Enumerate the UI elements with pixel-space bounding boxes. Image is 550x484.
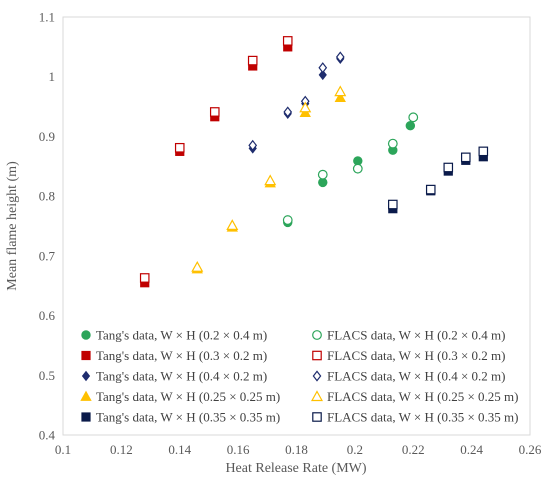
legend-label: Tang's data, W × H (0.2 × 0.4 m) [96,328,267,343]
x-tick-label: 0.22 [402,442,425,457]
legend-label: FLACS data, W × H (0.3 × 0.2 m) [327,348,505,363]
x-tick-label: 0.14 [168,442,191,457]
data-point [388,199,398,210]
y-tick-label: 0.5 [39,368,55,383]
legend-label: Tang's data, W × H (0.3 × 0.2 m) [96,348,267,363]
data-point [318,69,327,81]
data-point [264,174,277,186]
x-tick-label: 0.24 [460,442,483,457]
data-point [318,62,328,74]
data-point [283,106,293,118]
data-point [247,55,258,66]
legend-marker [80,390,92,401]
data-point [425,184,436,195]
legend-marker [312,370,322,382]
data-point [209,107,220,117]
y-tick-label: 0.6 [39,308,56,323]
legend-marker [312,350,322,361]
y-tick-label: 0.8 [39,189,55,204]
data-point [299,101,312,113]
legend-label: Tang's data, W × H (0.4 × 0.2 m) [96,369,267,384]
data-point [334,91,346,103]
y-tick-label: 0.7 [39,248,56,263]
data-point [174,142,185,153]
data-point [334,85,347,97]
data-point [443,162,454,173]
plot-area [62,16,531,436]
y-tick-label: 0.9 [39,129,55,144]
legend-marker [312,412,322,422]
legend-label: Tang's data, W × H (0.35 × 0.35 m) [96,410,280,425]
x-tick-label: 0.1 [55,442,71,457]
legend-label: FLACS data, W × H (0.25 × 0.25 m) [327,389,518,404]
data-point [352,163,363,174]
data-point [226,219,239,231]
legend-marker [81,350,91,361]
y-tick-label: 1.1 [39,10,55,25]
legend-marker [310,390,324,402]
data-point [248,139,258,151]
legend-label: FLACS data, W × H (0.4 × 0.2 m) [327,369,505,384]
x-tick-label: 0.16 [227,442,250,457]
x-tick-label: 0.2 [347,442,363,457]
x-axis: 0.1 0.12 0.14 0.16 0.18 0.2 0.22 0.24 0.26 [55,442,542,457]
data-point [405,120,416,131]
legend-marker [81,412,91,422]
legend-label: FLACS data, W × H (0.35 × 0.35 m) [327,410,518,425]
data-point [387,138,398,149]
data-point [478,146,489,157]
legend: Tang's data, W × H (0.2 × 0.4 m) Tang's d… [80,328,518,425]
data-point [282,36,293,46]
legend-marker [81,370,91,382]
data-points [139,36,489,288]
data-point [282,215,293,225]
legend-label: Tang's data, W × H (0.25 × 0.25 m) [96,389,280,404]
y-tick-label: 1 [49,69,56,84]
data-point [408,112,419,123]
y-tick-label: 0.4 [39,428,56,443]
x-tick-label: 0.26 [519,442,542,457]
y-axis-title: Mean flame height (m) [5,161,20,291]
data-point [335,51,345,63]
x-tick-label: 0.18 [285,442,308,457]
data-point [460,152,471,163]
data-point [139,273,150,283]
x-axis-title: Heat Release Rate (MW) [225,461,366,476]
x-tick-label: 0.12 [110,442,133,457]
legend-marker [81,330,91,340]
legend-label: FLACS data, W × H (0.2 × 0.4 m) [327,328,505,343]
legend-marker [312,330,322,340]
data-point [191,260,204,272]
data-point [317,169,328,180]
y-axis: 0.4 0.5 0.6 0.7 0.8 0.9 1 1.1 [39,10,56,443]
